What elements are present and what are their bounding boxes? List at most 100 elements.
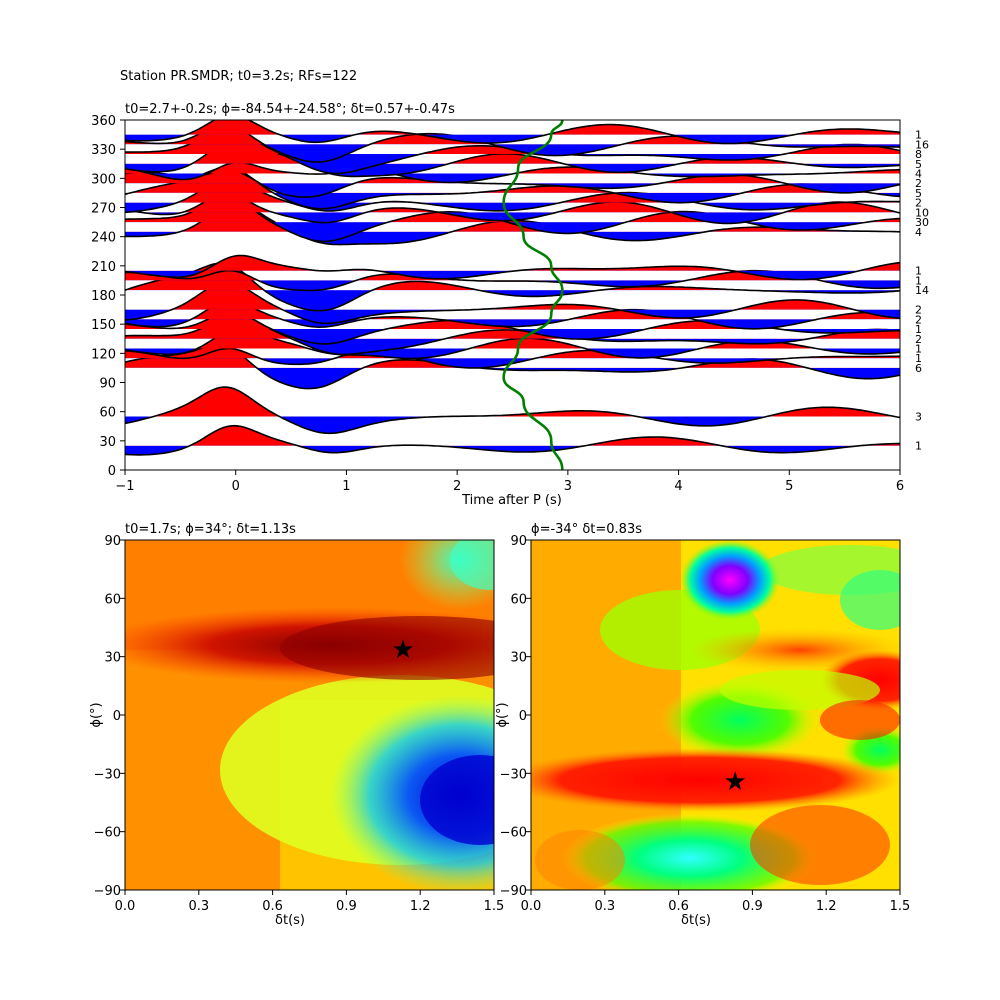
right-heatmap-field bbox=[531, 540, 900, 890]
trace-line bbox=[125, 262, 900, 312]
left-x-axis-label: δt(s) bbox=[275, 913, 305, 928]
y-tick-label: −30 bbox=[500, 767, 527, 782]
x-tick-label: 5 bbox=[785, 479, 793, 494]
x-tick-label: 1.5 bbox=[484, 899, 505, 914]
trace-positive-fill bbox=[125, 263, 900, 291]
trace-count-205: 1 bbox=[915, 265, 922, 278]
trace-positive-fill bbox=[125, 203, 900, 232]
y-tick-label: 210 bbox=[91, 260, 116, 275]
x-tick-label: 0.0 bbox=[521, 899, 542, 914]
trace-line bbox=[125, 254, 900, 281]
trace-count-325: 8 bbox=[915, 148, 922, 161]
best-fit-star-left: ★ bbox=[391, 635, 414, 665]
trace-negative-fill bbox=[125, 183, 900, 198]
trace-line bbox=[125, 386, 900, 435]
x-tick-label: −1 bbox=[115, 479, 134, 494]
trace-negative-fill bbox=[125, 222, 900, 242]
y-tick-label: 120 bbox=[91, 347, 116, 362]
trace-line bbox=[125, 120, 900, 145]
x-tick-label: 0 bbox=[232, 479, 240, 494]
left-heatmap-panel: t0=1.7s; ϕ=34°; δt=1.13s ★ 0.0 0.3 0.6 0.9 1… bbox=[89, 522, 505, 928]
trace-count-125: 1 bbox=[915, 342, 922, 355]
top-panel-title: t0=2.7+-0.2s; ϕ=-84.54+-24.58°; δt=0.57+… bbox=[125, 102, 455, 117]
trace-positive-fill bbox=[125, 311, 900, 330]
delay-curve bbox=[502, 120, 564, 470]
trace-165 bbox=[125, 281, 900, 325]
x-tick-label: 0.0 bbox=[115, 899, 136, 914]
right-x-axis-label: δt(s) bbox=[681, 913, 711, 928]
trace-185 bbox=[125, 262, 900, 312]
trace-negative-fill bbox=[125, 416, 900, 434]
trace-positive-fill bbox=[197, 329, 816, 349]
trace-line bbox=[125, 424, 900, 456]
y-tick-label: −60 bbox=[500, 826, 527, 841]
x-tick-label: 0.6 bbox=[668, 899, 689, 914]
x-tick-label: 0.3 bbox=[188, 899, 209, 914]
x-tick-label: 0.9 bbox=[742, 899, 763, 914]
trace-negative-fill bbox=[271, 329, 900, 344]
trace-count-245: 4 bbox=[915, 226, 922, 239]
trace-count-185: 14 bbox=[915, 284, 929, 297]
left-x-ticks: 0.0 0.3 0.6 0.9 1.2 1.5 bbox=[115, 890, 505, 914]
trace-positive-fill bbox=[186, 120, 900, 135]
top-x-ticks: −1 0 1 2 3 4 5 6 bbox=[115, 470, 904, 494]
trace-count-105: 6 bbox=[915, 362, 922, 375]
x-tick-label: 1.2 bbox=[410, 899, 431, 914]
trace-line bbox=[125, 347, 900, 369]
top-x-axis-label: Time after P (s) bbox=[461, 493, 562, 508]
y-tick-label: 300 bbox=[91, 172, 116, 187]
trace-count-275: 2 bbox=[915, 197, 922, 210]
right-x-ticks: 0.0 0.3 0.6 0.9 1.2 1.5 bbox=[521, 890, 911, 914]
trace-305 bbox=[125, 161, 900, 184]
trace-count-345: 1 bbox=[915, 129, 922, 142]
y-tick-label: 0 bbox=[108, 464, 116, 479]
top-traces bbox=[125, 120, 900, 456]
trace-positive-fill bbox=[125, 170, 785, 184]
trace-count-155: 2 bbox=[915, 313, 922, 326]
trace-count-285: 5 bbox=[915, 187, 922, 200]
trace-positive-fill bbox=[125, 270, 900, 281]
trace-positive-fill bbox=[203, 255, 900, 271]
left-y-axis-label: ϕ(°) bbox=[89, 702, 104, 727]
trace-count-305: 4 bbox=[915, 167, 922, 180]
right-heatmap-title: ϕ=-34° δt=0.83s bbox=[531, 522, 642, 537]
y-tick-label: 30 bbox=[510, 651, 527, 666]
trace-count-145: 1 bbox=[915, 323, 922, 336]
trace-positive-fill bbox=[125, 301, 900, 320]
y-tick-label: 150 bbox=[91, 318, 116, 333]
top-panel: t0=2.7+-0.2s; ϕ=-84.54+-24.58°; δt=0.57+… bbox=[91, 102, 929, 508]
x-tick-label: 0.9 bbox=[336, 899, 357, 914]
trace-count-335: 16 bbox=[915, 138, 929, 151]
trace-count-165: 2 bbox=[915, 304, 922, 317]
y-tick-label: −60 bbox=[94, 826, 121, 841]
trace-positive-fill bbox=[189, 425, 900, 446]
best-fit-star-right: ★ bbox=[724, 767, 747, 797]
x-tick-label: 6 bbox=[896, 479, 904, 494]
trace-count-295: 2 bbox=[915, 177, 922, 190]
x-tick-label: 0.3 bbox=[594, 899, 615, 914]
x-tick-label: 3 bbox=[564, 479, 572, 494]
trace-line bbox=[125, 123, 900, 163]
left-heatmap-field bbox=[125, 540, 494, 890]
x-tick-label: 0.6 bbox=[262, 899, 283, 914]
x-tick-label: 1.5 bbox=[890, 899, 911, 914]
y-tick-label: 240 bbox=[91, 231, 116, 246]
trace-count-315: 5 bbox=[915, 158, 922, 171]
trace-count-255: 30 bbox=[915, 216, 929, 229]
trace-negative-fill bbox=[125, 192, 900, 209]
trace-negative-fill bbox=[125, 445, 900, 455]
trace-negative-fill bbox=[125, 319, 818, 329]
y-tick-label: 270 bbox=[91, 202, 116, 217]
y-tick-label: 60 bbox=[99, 406, 116, 421]
trace-negative-fill bbox=[125, 309, 900, 324]
x-tick-label: 2 bbox=[453, 479, 461, 494]
y-tick-label: 360 bbox=[91, 114, 116, 129]
y-tick-label: 90 bbox=[104, 534, 121, 549]
x-tick-label: 4 bbox=[674, 479, 682, 494]
y-tick-label: 60 bbox=[510, 592, 527, 607]
y-tick-label: 180 bbox=[91, 289, 116, 304]
trace-55 bbox=[125, 386, 900, 435]
right-heatmap-panel: ϕ=-34° δt=0.83s ★ 0.0 0.3 0.6 0.9 1.2 1.5 −90… bbox=[495, 522, 911, 928]
